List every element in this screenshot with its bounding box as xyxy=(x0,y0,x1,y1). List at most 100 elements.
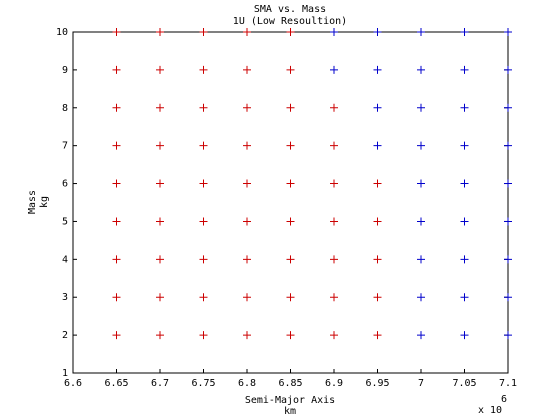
x-tick-label: 7.1 xyxy=(499,378,517,389)
point xyxy=(199,179,208,188)
point xyxy=(112,293,121,302)
x-axis-unit: km xyxy=(284,406,296,417)
point xyxy=(156,141,164,150)
point xyxy=(243,293,251,302)
point xyxy=(286,65,295,74)
point xyxy=(199,331,208,340)
point xyxy=(504,255,512,264)
point xyxy=(373,255,382,264)
point xyxy=(460,255,469,264)
point xyxy=(373,65,382,74)
point xyxy=(373,293,382,302)
point xyxy=(330,28,338,36)
point xyxy=(330,293,338,302)
point xyxy=(417,65,425,74)
y-tick-label: 10 xyxy=(56,27,68,38)
point xyxy=(373,103,382,112)
point xyxy=(417,141,425,150)
x-multiplier-exponent: 6 xyxy=(501,394,507,405)
point xyxy=(286,217,295,226)
point xyxy=(156,65,164,74)
point xyxy=(286,141,295,150)
x-tick-label: 6.9 xyxy=(325,378,343,389)
point xyxy=(504,65,512,74)
y-tick-label: 6 xyxy=(62,179,68,190)
chart-title: SMA vs. Mass xyxy=(254,4,326,15)
point xyxy=(330,141,338,150)
point xyxy=(199,103,208,112)
point xyxy=(417,255,425,264)
point xyxy=(112,179,121,188)
x-tick-label: 6.65 xyxy=(104,378,128,389)
x-tick-label: 7 xyxy=(418,378,424,389)
chart-subtitle: 1U (Low Resoultion) xyxy=(233,16,347,27)
point xyxy=(243,28,251,36)
point xyxy=(373,179,382,188)
y-tick-label: 2 xyxy=(62,330,68,341)
point xyxy=(373,217,382,226)
point xyxy=(504,103,512,112)
point xyxy=(460,217,469,226)
y-tick-label: 4 xyxy=(62,254,68,265)
point xyxy=(460,179,469,188)
point xyxy=(373,141,382,150)
y-tick-label: 1 xyxy=(62,368,68,379)
point xyxy=(330,179,338,188)
point xyxy=(286,28,295,36)
point xyxy=(156,331,164,340)
point xyxy=(330,103,338,112)
x-tick-label: 6.6 xyxy=(64,378,82,389)
plot-frame xyxy=(72,31,509,374)
point xyxy=(243,103,251,112)
x-tick-label: 6.7 xyxy=(151,378,169,389)
point xyxy=(112,217,121,226)
point xyxy=(417,217,425,226)
point xyxy=(460,331,469,340)
point xyxy=(156,255,164,264)
x-tick-label: 6.85 xyxy=(278,378,302,389)
point xyxy=(417,293,425,302)
point xyxy=(417,179,425,188)
point xyxy=(373,331,382,340)
point xyxy=(199,255,208,264)
point xyxy=(460,65,469,74)
point xyxy=(112,141,121,150)
point xyxy=(156,217,164,226)
y-tick-label: 9 xyxy=(62,65,68,76)
point xyxy=(243,217,251,226)
point xyxy=(417,331,425,340)
y-tick-label: 7 xyxy=(62,141,68,152)
point xyxy=(504,179,512,188)
y-tick-label: 3 xyxy=(62,292,68,303)
point xyxy=(460,141,469,150)
point xyxy=(199,65,208,74)
y-tick-label: 8 xyxy=(62,103,68,114)
point xyxy=(243,255,251,264)
point xyxy=(199,28,208,36)
point xyxy=(417,103,425,112)
point xyxy=(286,293,295,302)
point xyxy=(330,331,338,340)
point xyxy=(504,217,512,226)
x-tick-label: 6.95 xyxy=(365,378,389,389)
point xyxy=(112,65,121,74)
y-tick-label: 5 xyxy=(62,216,68,227)
point xyxy=(243,65,251,74)
x-axis-label: Semi-Major Axis xyxy=(245,395,335,406)
point xyxy=(504,141,512,150)
point xyxy=(112,28,121,36)
point xyxy=(504,293,512,302)
x-multiplier: x 10 xyxy=(478,405,502,416)
point xyxy=(199,141,208,150)
point xyxy=(243,141,251,150)
point xyxy=(286,255,295,264)
x-tick-label: 6.8 xyxy=(238,378,256,389)
point xyxy=(199,217,208,226)
point xyxy=(156,103,164,112)
point xyxy=(199,293,208,302)
x-tick-label: 7.05 xyxy=(452,378,476,389)
y-axis-label: Mass xyxy=(27,190,38,214)
point xyxy=(286,179,295,188)
